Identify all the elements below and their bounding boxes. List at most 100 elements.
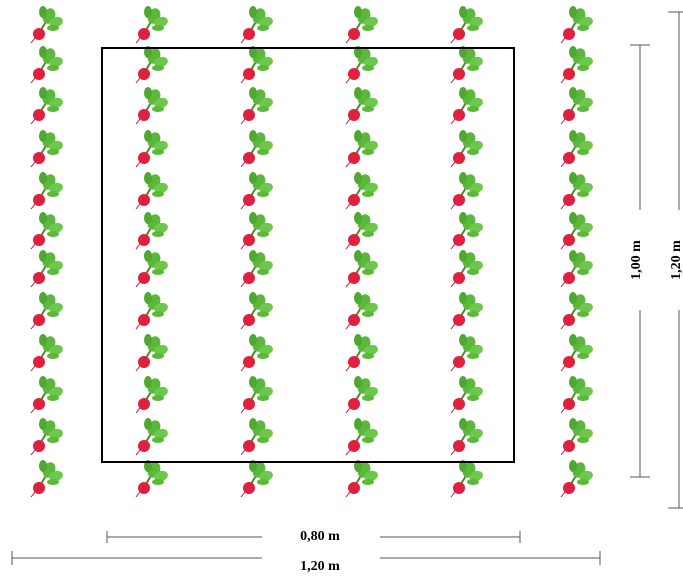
leaf: [569, 250, 577, 262]
radish-icon: [135, 292, 168, 330]
root: [450, 37, 456, 44]
radish-bulb: [33, 440, 45, 452]
radish-bulb: [138, 272, 150, 284]
leaf: [459, 418, 467, 430]
leaf: [144, 418, 152, 430]
radish-icon: [30, 250, 63, 288]
radish-icon: [30, 130, 63, 168]
leaf: [469, 428, 483, 440]
radish-icon: [240, 460, 273, 498]
radish-bulb: [243, 398, 255, 410]
root: [30, 365, 36, 372]
radish-icon: [345, 460, 378, 498]
leaf: [144, 6, 152, 18]
root: [30, 118, 36, 125]
plot-rectangle: [101, 47, 515, 463]
radish-icon: [560, 6, 593, 44]
root: [135, 449, 141, 456]
leaf: [569, 172, 577, 184]
radish-bulb: [33, 398, 45, 410]
root: [240, 491, 246, 498]
root: [560, 77, 566, 84]
leaf: [249, 376, 257, 388]
leaf: [152, 353, 164, 359]
radish-icon: [560, 46, 593, 84]
leaf: [144, 212, 152, 224]
leaf: [467, 231, 479, 237]
leaf: [362, 269, 374, 275]
root: [30, 37, 36, 44]
radish-icon: [345, 46, 378, 84]
radish-icon: [135, 460, 168, 498]
root: [560, 161, 566, 168]
leaf: [47, 479, 59, 485]
label-background: [620, 210, 658, 310]
leaf: [154, 470, 168, 482]
leaf: [257, 311, 269, 317]
leaf: [467, 269, 479, 275]
leaf: [354, 6, 362, 18]
leaf: [49, 344, 63, 356]
leaf: [569, 418, 577, 430]
leaf: [257, 149, 269, 155]
root: [240, 407, 246, 414]
radish-icon: [30, 418, 63, 456]
leaf: [467, 437, 479, 443]
leaf: [467, 106, 479, 112]
leaf: [354, 130, 362, 142]
outer-height-dimension: 1,20 m: [662, 11, 683, 509]
root: [450, 449, 456, 456]
leaf: [579, 140, 593, 152]
leaf: [467, 353, 479, 359]
root: [30, 491, 36, 498]
radish-bulb: [243, 234, 255, 246]
leaf: [144, 87, 152, 99]
leaf: [152, 269, 164, 275]
radish-icon: [345, 334, 378, 372]
dimension-label: 1,00 m: [629, 240, 644, 280]
leaf: [47, 395, 59, 401]
leaf: [364, 97, 378, 109]
root: [345, 77, 351, 84]
leaf: [362, 311, 374, 317]
root: [135, 407, 141, 414]
leaf: [39, 172, 47, 184]
radish-bulb: [348, 152, 360, 164]
radish-bulb: [138, 314, 150, 326]
leaf: [362, 149, 374, 155]
leaf: [469, 16, 483, 28]
leaf: [47, 191, 59, 197]
leaf: [467, 65, 479, 71]
leaf: [364, 470, 378, 482]
leaf: [257, 479, 269, 485]
radish-icon: [135, 46, 168, 84]
leaf: [154, 302, 168, 314]
radish-bulb: [563, 68, 575, 80]
radish-icon: [450, 87, 483, 125]
leaf: [154, 182, 168, 194]
leaf: [354, 376, 362, 388]
radish-bulb: [348, 194, 360, 206]
leaf: [39, 376, 47, 388]
root: [240, 118, 246, 125]
leaf: [469, 97, 483, 109]
leaf: [577, 231, 589, 237]
leaf: [362, 395, 374, 401]
leaf: [259, 344, 273, 356]
leaf: [39, 130, 47, 142]
leaf: [364, 16, 378, 28]
leaf: [459, 130, 467, 142]
leaf: [259, 97, 273, 109]
leaf: [467, 311, 479, 317]
root: [240, 365, 246, 372]
radish-icon: [240, 212, 273, 250]
root: [450, 491, 456, 498]
leaf: [577, 106, 589, 112]
leaf: [259, 140, 273, 152]
root: [30, 449, 36, 456]
radish-bulb: [243, 314, 255, 326]
leaf: [362, 353, 374, 359]
root: [450, 243, 456, 250]
root: [240, 281, 246, 288]
leaf: [469, 344, 483, 356]
